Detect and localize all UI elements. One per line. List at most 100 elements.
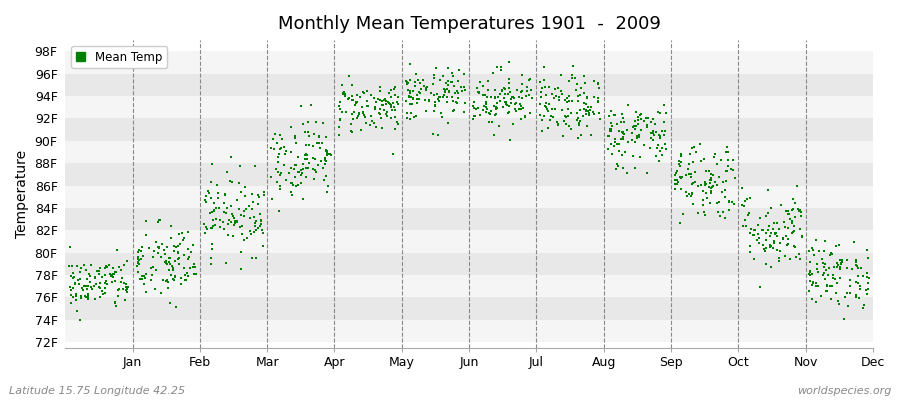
Point — [761, 210, 776, 216]
Point — [853, 283, 868, 290]
Point — [62, 263, 77, 270]
Point — [764, 230, 778, 236]
Point — [68, 297, 83, 304]
Point — [320, 183, 335, 189]
Point — [105, 264, 120, 271]
Point — [342, 72, 356, 79]
Point — [87, 274, 102, 280]
Point — [278, 177, 293, 183]
Point — [440, 82, 454, 88]
Point — [514, 102, 528, 109]
Point — [747, 227, 761, 233]
Point — [81, 296, 95, 302]
Point — [777, 219, 791, 225]
Point — [636, 142, 651, 148]
Point — [160, 277, 175, 284]
Point — [253, 223, 267, 229]
Point — [383, 94, 398, 100]
Point — [293, 171, 308, 178]
Point — [482, 111, 497, 117]
Point — [390, 119, 404, 126]
Point — [102, 262, 116, 268]
Point — [489, 104, 503, 110]
Point — [203, 225, 218, 231]
Point — [248, 162, 262, 169]
Point — [786, 228, 800, 235]
Point — [357, 114, 372, 120]
Point — [404, 94, 419, 100]
Point — [761, 226, 776, 233]
Point — [359, 120, 374, 126]
Point — [401, 93, 416, 100]
Point — [572, 118, 587, 124]
Point — [446, 73, 461, 80]
Point — [769, 230, 783, 236]
Point — [468, 112, 482, 119]
Point — [80, 291, 94, 297]
Point — [752, 231, 766, 238]
Point — [603, 126, 617, 132]
Point — [508, 100, 523, 106]
Point — [591, 95, 606, 101]
Point — [850, 263, 864, 270]
Point — [305, 165, 320, 172]
Point — [757, 246, 771, 252]
Point — [248, 228, 262, 235]
Point — [227, 215, 241, 222]
Point — [735, 185, 750, 191]
Point — [627, 118, 642, 124]
Point — [604, 141, 618, 147]
Point — [137, 281, 151, 287]
Point — [245, 255, 259, 262]
Point — [94, 284, 108, 291]
Point — [591, 81, 606, 87]
Point — [428, 98, 443, 105]
Point — [403, 101, 418, 108]
Point — [221, 216, 236, 223]
Point — [111, 286, 125, 293]
Point — [515, 72, 529, 78]
Point — [235, 231, 249, 238]
Point — [542, 100, 556, 107]
Point — [815, 272, 830, 278]
Point — [159, 278, 174, 284]
Point — [545, 105, 560, 112]
Point — [786, 196, 800, 202]
Point — [716, 208, 730, 215]
Point — [853, 265, 868, 271]
Point — [121, 286, 135, 292]
Point — [202, 210, 217, 216]
Point — [752, 222, 766, 229]
Point — [803, 268, 817, 275]
Point — [402, 116, 417, 122]
Point — [173, 241, 187, 247]
Point — [86, 282, 101, 289]
Point — [223, 219, 238, 226]
Point — [770, 220, 785, 227]
Point — [752, 240, 766, 246]
Point — [772, 248, 787, 255]
Point — [227, 222, 241, 228]
Point — [240, 235, 255, 241]
Point — [273, 186, 287, 192]
Point — [621, 139, 635, 145]
Point — [668, 181, 682, 187]
Point — [555, 107, 570, 114]
Point — [357, 112, 372, 118]
Point — [553, 94, 567, 100]
Point — [272, 208, 286, 214]
Point — [743, 195, 758, 201]
Point — [842, 277, 857, 284]
Point — [698, 212, 713, 218]
Point — [748, 227, 762, 233]
Point — [860, 279, 875, 286]
Point — [823, 283, 837, 289]
Point — [465, 103, 480, 109]
Point — [319, 173, 333, 179]
Point — [400, 109, 414, 116]
Point — [519, 87, 534, 94]
Point — [803, 272, 817, 278]
Point — [447, 107, 462, 113]
Point — [838, 294, 852, 300]
Point — [812, 248, 826, 254]
